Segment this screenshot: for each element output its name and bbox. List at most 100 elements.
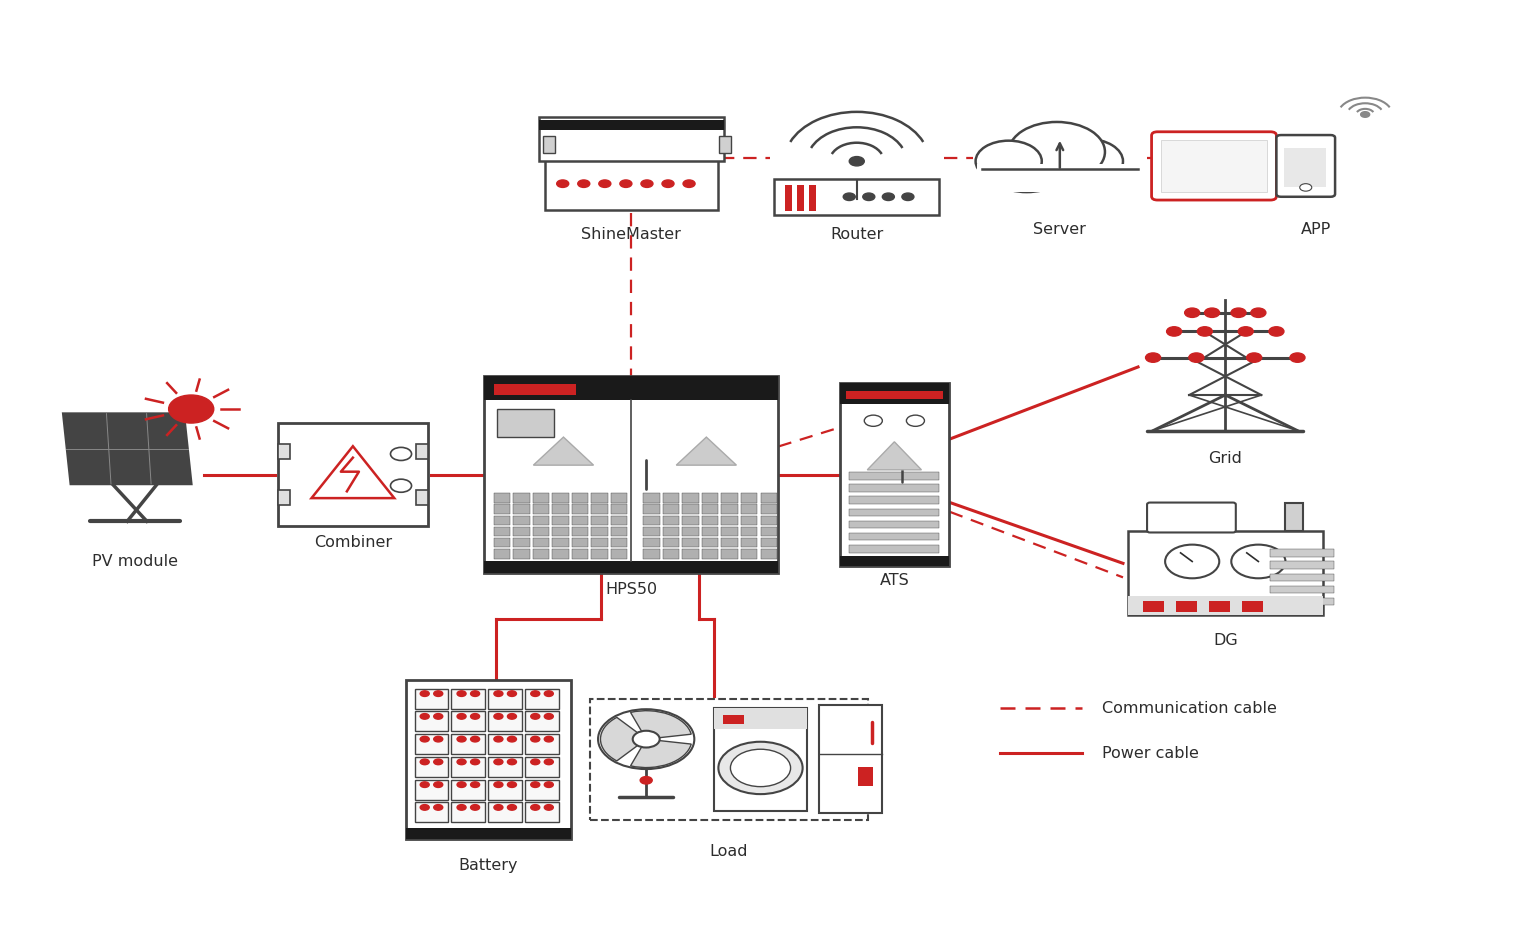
FancyBboxPatch shape bbox=[451, 712, 486, 732]
FancyBboxPatch shape bbox=[682, 538, 698, 548]
Circle shape bbox=[862, 193, 874, 200]
FancyBboxPatch shape bbox=[820, 705, 882, 813]
Wedge shape bbox=[630, 711, 691, 739]
FancyBboxPatch shape bbox=[1271, 573, 1334, 581]
FancyBboxPatch shape bbox=[858, 768, 873, 786]
Text: Power cable: Power cable bbox=[1102, 746, 1199, 761]
Circle shape bbox=[531, 714, 540, 719]
Circle shape bbox=[507, 805, 516, 810]
Circle shape bbox=[434, 736, 443, 742]
FancyBboxPatch shape bbox=[663, 549, 679, 559]
Circle shape bbox=[1189, 353, 1204, 363]
FancyBboxPatch shape bbox=[1208, 601, 1230, 612]
FancyBboxPatch shape bbox=[774, 179, 940, 214]
Circle shape bbox=[1290, 353, 1305, 363]
Circle shape bbox=[493, 759, 502, 765]
Circle shape bbox=[1146, 353, 1161, 363]
FancyBboxPatch shape bbox=[846, 391, 943, 400]
Circle shape bbox=[730, 750, 791, 787]
Circle shape bbox=[507, 759, 516, 765]
Circle shape bbox=[1184, 308, 1199, 317]
FancyBboxPatch shape bbox=[533, 515, 550, 525]
FancyBboxPatch shape bbox=[610, 505, 627, 513]
FancyBboxPatch shape bbox=[1128, 596, 1324, 615]
Circle shape bbox=[420, 805, 430, 810]
FancyBboxPatch shape bbox=[721, 515, 738, 525]
FancyBboxPatch shape bbox=[701, 549, 718, 559]
Circle shape bbox=[1198, 326, 1213, 336]
FancyBboxPatch shape bbox=[720, 136, 732, 153]
Text: Load: Load bbox=[710, 844, 748, 859]
FancyBboxPatch shape bbox=[572, 549, 589, 559]
Circle shape bbox=[1360, 112, 1369, 118]
FancyBboxPatch shape bbox=[592, 505, 607, 513]
FancyBboxPatch shape bbox=[591, 698, 868, 821]
Circle shape bbox=[434, 714, 443, 719]
Circle shape bbox=[434, 691, 443, 697]
FancyBboxPatch shape bbox=[493, 515, 510, 525]
FancyBboxPatch shape bbox=[451, 757, 486, 777]
FancyBboxPatch shape bbox=[849, 473, 940, 479]
FancyBboxPatch shape bbox=[553, 505, 569, 513]
Circle shape bbox=[420, 736, 430, 742]
Circle shape bbox=[864, 415, 882, 426]
FancyBboxPatch shape bbox=[493, 505, 510, 513]
FancyBboxPatch shape bbox=[1128, 530, 1324, 615]
FancyBboxPatch shape bbox=[414, 689, 448, 709]
FancyBboxPatch shape bbox=[496, 409, 554, 437]
FancyBboxPatch shape bbox=[539, 117, 724, 161]
Circle shape bbox=[531, 782, 540, 788]
Text: Combiner: Combiner bbox=[314, 535, 392, 550]
FancyBboxPatch shape bbox=[278, 491, 290, 506]
Circle shape bbox=[1269, 326, 1284, 336]
FancyBboxPatch shape bbox=[1277, 135, 1334, 196]
FancyBboxPatch shape bbox=[741, 515, 757, 525]
FancyBboxPatch shape bbox=[592, 549, 607, 559]
FancyBboxPatch shape bbox=[489, 803, 522, 823]
FancyBboxPatch shape bbox=[525, 712, 559, 732]
FancyBboxPatch shape bbox=[533, 505, 550, 513]
FancyBboxPatch shape bbox=[849, 545, 940, 552]
Circle shape bbox=[882, 193, 894, 200]
FancyBboxPatch shape bbox=[741, 549, 757, 559]
Circle shape bbox=[578, 180, 591, 187]
FancyBboxPatch shape bbox=[592, 515, 607, 525]
Circle shape bbox=[1246, 353, 1261, 363]
FancyBboxPatch shape bbox=[553, 493, 569, 503]
FancyBboxPatch shape bbox=[701, 538, 718, 548]
Circle shape bbox=[531, 691, 540, 697]
Text: ShineMaster: ShineMaster bbox=[581, 227, 682, 242]
FancyBboxPatch shape bbox=[644, 527, 660, 536]
Circle shape bbox=[1299, 184, 1312, 191]
FancyBboxPatch shape bbox=[849, 533, 940, 540]
FancyBboxPatch shape bbox=[1175, 601, 1196, 612]
Circle shape bbox=[493, 714, 502, 719]
Circle shape bbox=[842, 193, 855, 200]
FancyBboxPatch shape bbox=[493, 493, 510, 503]
Circle shape bbox=[471, 805, 480, 810]
FancyBboxPatch shape bbox=[278, 443, 290, 458]
FancyBboxPatch shape bbox=[572, 515, 589, 525]
FancyBboxPatch shape bbox=[741, 505, 757, 513]
Text: Server: Server bbox=[1034, 222, 1087, 237]
FancyBboxPatch shape bbox=[721, 527, 738, 536]
FancyBboxPatch shape bbox=[761, 505, 777, 513]
FancyBboxPatch shape bbox=[513, 549, 530, 559]
Circle shape bbox=[683, 180, 695, 187]
Circle shape bbox=[1008, 122, 1105, 182]
FancyBboxPatch shape bbox=[644, 505, 660, 513]
FancyBboxPatch shape bbox=[644, 538, 660, 548]
FancyBboxPatch shape bbox=[1148, 503, 1236, 532]
FancyBboxPatch shape bbox=[278, 423, 428, 526]
FancyBboxPatch shape bbox=[493, 527, 510, 536]
FancyBboxPatch shape bbox=[525, 757, 559, 777]
FancyBboxPatch shape bbox=[761, 538, 777, 548]
Circle shape bbox=[471, 736, 480, 742]
FancyBboxPatch shape bbox=[414, 803, 448, 823]
Circle shape bbox=[976, 140, 1041, 182]
FancyBboxPatch shape bbox=[663, 505, 679, 513]
FancyBboxPatch shape bbox=[405, 680, 571, 839]
FancyBboxPatch shape bbox=[1152, 132, 1277, 200]
FancyBboxPatch shape bbox=[610, 527, 627, 536]
Circle shape bbox=[545, 759, 554, 765]
